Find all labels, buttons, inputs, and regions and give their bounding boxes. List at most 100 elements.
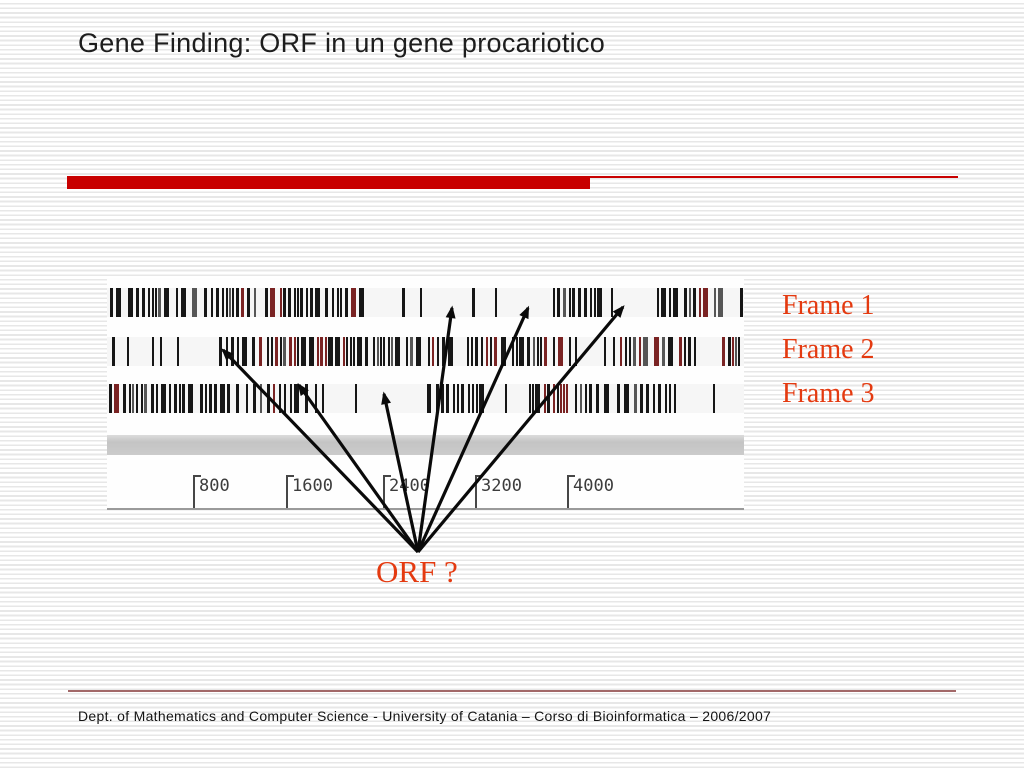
orf-bar [569,288,571,317]
orf-bar [540,337,542,366]
orf-bar [658,384,661,413]
orf-bar [317,337,319,366]
orf-bar [495,288,497,317]
orf-bar [553,337,555,366]
orf-bar [553,384,555,413]
orf-bar [461,384,464,413]
orf-bar [132,384,134,413]
orf-bar [365,337,368,366]
orf-bar [265,288,268,317]
orf-bar [501,337,506,366]
orf-bar [657,288,659,317]
orf-bar [620,337,622,366]
orf-bar [512,337,514,366]
orf-bar [416,337,421,366]
orf-bar [479,384,484,413]
orf-bar [283,337,286,366]
axis-tick-stub [195,475,201,477]
orf-bar [728,337,731,366]
axis-tick: 3200 [475,475,522,508]
orf-bar [665,384,667,413]
orf-bar [337,288,339,317]
orf-bar [634,384,637,413]
orf-bar [472,288,475,317]
orf-bar [533,337,535,366]
orf-bar [236,288,239,317]
orf-bar [722,337,725,366]
orf-bar [350,337,352,366]
orf-bar [116,288,121,317]
orf-bar [590,288,592,317]
orf-bar [472,384,474,413]
orf-bar [205,384,207,413]
orf-bar [388,337,390,366]
orf-bar [476,384,478,413]
orf-bar [252,337,255,366]
orf-bar [306,288,308,317]
orf-bar [668,337,673,366]
orf-bar [211,288,213,317]
orf-bar [246,384,248,413]
orf-bar [662,337,665,366]
orf-bar [693,288,696,317]
orf-bar [242,337,247,366]
orf-bar [227,384,230,413]
orf-bar [639,337,641,366]
orf-bar [270,288,275,317]
orf-bar [294,384,299,413]
orf-bar [535,384,540,413]
orf-bar [557,288,560,317]
orf-figure-panel: 800 1600 2400 3200 4000 [107,278,744,510]
orf-bar [643,337,648,366]
orf-bar [236,384,239,413]
frame-1-track [107,288,744,317]
orf-bar [169,384,171,413]
orf-bar [320,337,323,366]
orf-bar [222,288,224,317]
orf-bar [355,384,357,413]
orf-bar [359,288,364,317]
orf-bar [345,288,348,317]
orf-bar [684,337,686,366]
footer-credit: Dept. of Mathematics and Computer Scienc… [78,708,772,724]
axis-tick: 800 [193,475,230,508]
orf-bar [357,337,362,366]
orf-bar [200,384,203,413]
orf-bar [740,288,743,317]
orf-bar [580,384,582,413]
orf-bar [158,288,161,317]
orf-bar [558,337,563,366]
orf-bar [288,288,291,317]
orf-bar [346,337,348,366]
orf-bar [136,384,138,413]
orf-bar [273,384,275,413]
orf-bar [640,384,643,413]
orf-bar [289,337,292,366]
orf-bar [448,337,453,366]
orf-bar [713,384,715,413]
orf-bar [112,337,115,366]
orf-bar [674,384,676,413]
orf-bar [585,384,587,413]
axis-tick-label: 800 [199,476,230,496]
axis-tick: 2400 [383,475,430,508]
orf-bar [152,337,154,366]
axis-tick: 1600 [286,475,333,508]
orf-bar [259,337,262,366]
orf-bar [395,337,400,366]
orf-bar [547,384,550,413]
orf-bar [596,384,599,413]
orf-bar [578,288,581,317]
orf-bar [332,288,334,317]
orf-bar [176,288,178,317]
orf-bar [322,384,324,413]
orf-bar [457,384,459,413]
orf-bar [325,288,328,317]
orf-bar [260,384,262,413]
orf-bar [442,337,445,366]
orf-bar [181,288,186,317]
axis-tick: 4000 [567,475,614,508]
orf-bar [669,384,671,413]
orf-bar [214,384,217,413]
